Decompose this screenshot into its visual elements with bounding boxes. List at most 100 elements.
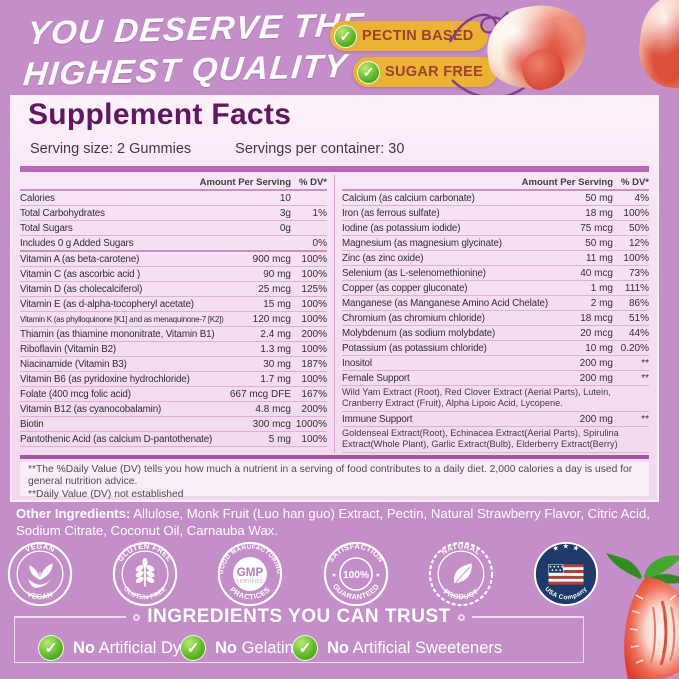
nutrient-name: Inositol — [342, 357, 372, 369]
nutrient-amount: 1.3 mg — [260, 343, 291, 355]
nutrient-dv: 100% — [623, 207, 649, 219]
nutrient-dv: 187% — [301, 358, 327, 370]
nutrient-amount: 0g — [279, 222, 291, 234]
nutrient-dv: ** — [641, 357, 649, 369]
nutrient-amount: 20 mcg — [580, 327, 613, 339]
nutrient-name: Vitamin E (as d-alpha-tocopheryl acetate… — [20, 298, 194, 310]
nutrient-amount: 40 mcg — [580, 267, 613, 279]
nutrient-name: Calcium (as calcium carbonate) — [342, 192, 475, 204]
column-header: Amount Per Serving % DV* — [20, 175, 327, 191]
nutrient-table: Amount Per Serving % DV* Calories 10 Total… — [20, 175, 649, 453]
nutrient-name: Copper (as copper gluconate) — [342, 282, 468, 294]
nutrient-dv: 200% — [301, 403, 327, 415]
nutrient-row: Vitamin C (as ascorbic acid ) 90 mg 100% — [20, 267, 327, 282]
amount-per-serving-header: Amount Per Serving — [521, 177, 613, 188]
nutrient-name: Vitamin A (as beta-carotene) — [20, 253, 140, 265]
nutrient-dv: 100% — [301, 373, 327, 385]
amount-per-serving-header: Amount Per Serving — [199, 177, 291, 188]
nutrient-row: Vitamin D (as cholecalciferol) 25 mcg 125% — [20, 282, 327, 297]
trust-item-gelatin: ✓ No Gelatin — [180, 635, 294, 661]
nutrient-row: Iron (as ferrous sulfate) 18 mg 100% — [342, 206, 649, 221]
nutrient-amount: 90 mg — [263, 268, 291, 280]
nutrient-row: Biotin 300 mcg 1000% — [20, 417, 327, 432]
nutrient-dv: 100% — [301, 298, 327, 310]
nutrient-dv: 1000% — [295, 418, 327, 430]
nutrient-row: Total Sugars 0g — [20, 221, 327, 236]
nutrient-name: Vitamin B6 (as pyridoxine hydrochloride) — [20, 373, 190, 385]
decorative-line — [471, 616, 585, 618]
checkmark-icon: ✓ — [357, 60, 380, 84]
nutrient-name: Zinc (as zinc oxide) — [342, 252, 424, 264]
nutrient-row: Potassium (as potassium chloride) 10 mg 0.… — [342, 341, 649, 356]
nutrient-dv: 0% — [312, 237, 327, 249]
nutrient-amount: 667 mcg DFE — [229, 388, 291, 400]
nutrient-name: Total Sugars — [20, 222, 73, 234]
nutrient-name: Manganese (as Manganese Amino Acid Chela… — [342, 297, 548, 309]
nutrient-dv: 200% — [301, 328, 327, 340]
nutrient-row: Niacinamide (Vitamin B3) 30 mg 187% — [20, 357, 327, 372]
nutrient-row: Vitamin K (as phylloquinone [K1] and as … — [20, 312, 327, 327]
nutrient-dv: 51% — [628, 312, 649, 324]
nutrient-name: Chromium (as chromium chloride) — [342, 312, 485, 324]
nutrient-sub-ingredients: Goldenseal Extract(Root), Echinacea Extr… — [342, 427, 649, 453]
nutrient-name: Calories — [20, 192, 55, 204]
nutrient-dv: ** — [641, 413, 649, 425]
nutrient-row: Zinc (as zinc oxide) 11 mg 100% — [342, 251, 649, 266]
nutrient-table-right-column: Amount Per Serving % DV* Calcium (as cal… — [335, 175, 649, 453]
nutrient-row: Vitamin E (as d-alpha-tocopheryl acetate… — [20, 297, 327, 312]
trust-item-label: No Artificial Dyes — [73, 638, 199, 657]
nutrient-row: Female Support 200 mg ** — [342, 371, 649, 386]
nutrient-name: Vitamin B12 (as cyanocobalamin) — [20, 403, 162, 415]
checkmark-icon: ✓ — [292, 635, 318, 661]
svg-text:★ ★ ★: ★ ★ ★ — [551, 542, 581, 554]
nutrient-row: Manganese (as Manganese Amino Acid Chela… — [342, 296, 649, 311]
nutrient-row: Vitamin A (as beta-carotene) 900 mcg 100% — [20, 252, 327, 267]
nutrient-amount: 11 mg — [585, 252, 613, 264]
nutrient-name: Female Support — [342, 372, 410, 384]
nutrient-table-left-column: Amount Per Serving % DV* Calories 10 Total… — [20, 175, 335, 453]
svg-text:GMP: GMP — [237, 566, 264, 579]
nutrient-amount: 2 mg — [590, 297, 613, 309]
nutrient-row: Molybdenum (as sodium molybdate) 20 mcg 44… — [342, 326, 649, 341]
strawberry-chunk — [519, 46, 567, 93]
nutrient-name: Potassium (as potassium chloride) — [342, 342, 487, 354]
nutrient-amount: 75 mcg — [580, 222, 613, 234]
nutrient-row: Pantothenic Acid (as calcium D-pantothen… — [20, 432, 327, 447]
checkmark-icon: ✓ — [180, 635, 206, 661]
sugar-free-label: SUGAR FREE — [385, 64, 484, 80]
nutrient-dv: 167% — [301, 388, 327, 400]
nutrient-name: Thiamin (as thiamine mononitrate, Vitami… — [20, 328, 215, 340]
nutrient-dv: 86% — [628, 297, 649, 309]
nutrient-name: Immune Support — [342, 413, 413, 425]
nutrient-dv: 0.20% — [620, 342, 649, 354]
sugar-free-badge: ✓ SUGAR FREE — [353, 57, 498, 87]
supplement-facts-title: Supplement Facts — [28, 98, 292, 131]
nutrient-row: Total Carbohydrates 3g 1% — [20, 206, 327, 221]
nutrient-row: Vitamin B12 (as cyanocobalamin) 4.8 mcg 20… — [20, 402, 327, 417]
nutrient-row: Includes 0 g Added Sugars 0% — [20, 236, 327, 252]
hero-title: YOU DESERVE THE HIGHEST QUALITY — [22, 4, 367, 95]
nutrient-amount: 5 mg — [268, 433, 291, 445]
nutrient-dv: 12% — [628, 237, 649, 249]
divider-bar — [20, 455, 649, 459]
checkmark-icon: ✓ — [38, 635, 64, 661]
nutrient-amount: 200 mg — [579, 357, 613, 369]
divider-bar — [20, 166, 649, 172]
pectin-based-badge: ✓ PECTIN BASED — [330, 21, 488, 51]
servings-per-container: Servings per container: 30 — [235, 141, 405, 157]
svg-text:★: ★ — [331, 572, 336, 579]
nutrient-dv: 100% — [301, 313, 327, 325]
nutrient-name: Niacinamide (Vitamin B3) — [20, 358, 127, 370]
nutrient-dv: 125% — [301, 283, 327, 295]
nutrient-row: Immune Support 200 mg ** — [342, 412, 649, 427]
nutrient-name: Vitamin K (as phylloquinone [K1] and as … — [20, 314, 224, 324]
nutrient-name: Biotin — [20, 418, 44, 430]
pectin-based-label: PECTIN BASED — [362, 28, 474, 44]
usa-stamp: ★ ★ ★USA Company us-flag-icon — [533, 542, 598, 607]
nutrient-name: Selenium (as L-selenomethionine) — [342, 267, 486, 279]
